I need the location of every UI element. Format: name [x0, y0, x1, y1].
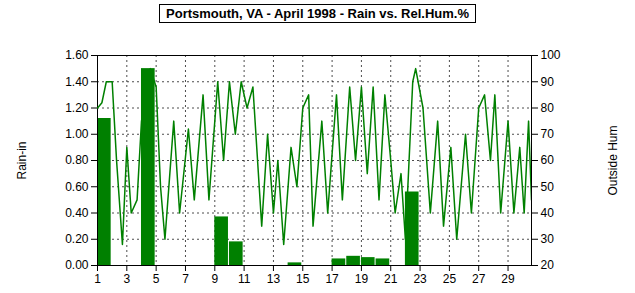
- svg-text:0.80: 0.80: [65, 153, 89, 167]
- svg-text:0.20: 0.20: [65, 232, 89, 246]
- svg-text:0.60: 0.60: [65, 180, 89, 194]
- svg-text:21: 21: [384, 272, 398, 286]
- svg-text:Rain-in: Rain-in: [15, 141, 29, 179]
- svg-text:27: 27: [472, 272, 486, 286]
- svg-text:1.60: 1.60: [65, 48, 89, 62]
- svg-text:40: 40: [541, 206, 555, 220]
- svg-text:80: 80: [541, 101, 555, 115]
- svg-text:17: 17: [325, 272, 339, 286]
- svg-text:50: 50: [541, 180, 555, 194]
- svg-text:Outside Hum: Outside Hum: [606, 125, 620, 195]
- svg-text:11: 11: [238, 272, 251, 286]
- svg-text:1.20: 1.20: [65, 101, 89, 115]
- svg-text:70: 70: [541, 127, 555, 141]
- svg-text:9: 9: [211, 272, 218, 286]
- svg-text:20: 20: [541, 258, 555, 272]
- svg-text:13: 13: [267, 272, 281, 286]
- svg-text:100: 100: [541, 48, 561, 62]
- svg-text:15: 15: [296, 272, 310, 286]
- svg-text:23: 23: [413, 272, 427, 286]
- svg-text:1.40: 1.40: [65, 75, 89, 89]
- svg-text:7: 7: [182, 272, 189, 286]
- svg-text:90: 90: [541, 75, 555, 89]
- svg-text:1.00: 1.00: [65, 127, 89, 141]
- svg-text:19: 19: [355, 272, 369, 286]
- svg-text:1: 1: [94, 272, 101, 286]
- svg-text:60: 60: [541, 153, 555, 167]
- html-text:Portsmouth, VA - April 1998 -: Portsmouth, VA - April 1998 - Rain vs. R…: [166, 5, 469, 21]
- svg-text:29: 29: [501, 272, 515, 286]
- svg-text:30: 30: [541, 232, 555, 246]
- svg-text:0.00: 0.00: [65, 258, 89, 272]
- svg-text:3: 3: [123, 272, 130, 286]
- svg-text:0.40: 0.40: [65, 206, 89, 220]
- svg-text:5: 5: [153, 272, 160, 286]
- svg-text:25: 25: [443, 272, 457, 286]
